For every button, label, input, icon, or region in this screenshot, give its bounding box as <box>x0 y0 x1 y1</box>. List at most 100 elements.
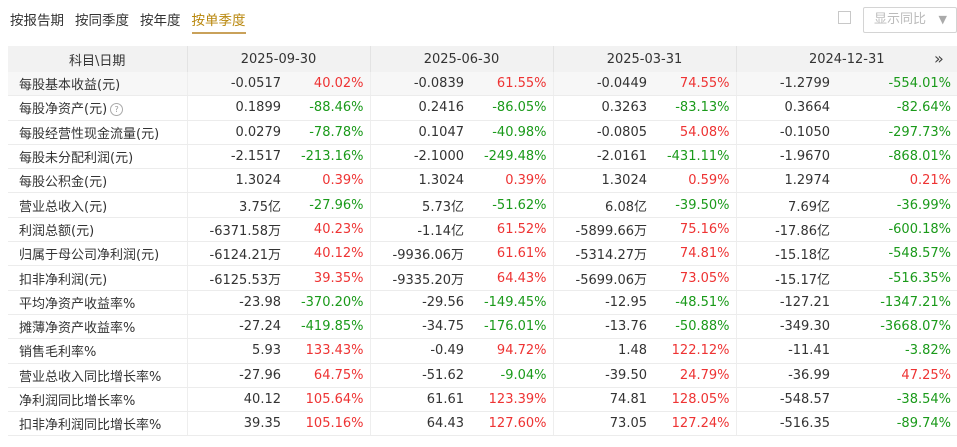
row-label: 归属于母公司净利润(元) <box>8 241 187 267</box>
header-date-4-label: 2024-12-31 <box>808 51 885 67</box>
cell-value: -5899.66万 <box>552 217 651 243</box>
row-label: 每股公积金(元) <box>8 168 187 194</box>
tab-1[interactable]: 按同季度 <box>75 13 129 29</box>
cell-yoy-change: -40.98% <box>468 120 553 145</box>
cell-value: 64.43 <box>369 411 468 437</box>
tab-0[interactable]: 按报告期 <box>10 13 64 29</box>
cell-yoy-change: 122.12% <box>651 338 736 364</box>
cell-yoy-change: -89.74% <box>834 411 957 437</box>
cell-yoy-change: -554.01% <box>834 72 957 97</box>
cell-value: 39.35 <box>186 411 285 437</box>
cell-yoy-change: -83.13% <box>651 95 736 121</box>
yoy-checkbox[interactable] <box>838 11 851 24</box>
help-icon[interactable]: ? <box>110 103 124 117</box>
cell-value: 1.3024 <box>186 168 285 194</box>
row-label-text: 销售毛利率% <box>19 345 97 361</box>
cell-yoy-change: -88.46% <box>285 95 370 121</box>
table-header-row: 科目\日期 2025-09-30 2025-06-30 2025-03-31 2… <box>8 46 957 72</box>
double-chevron-right-icon[interactable]: » <box>934 49 944 68</box>
cell-value: -2.1000 <box>369 144 468 170</box>
cell-value: 40.12 <box>186 387 285 413</box>
cell-yoy-change: 74.55% <box>651 72 736 97</box>
row-label: 每股净资产(元)? <box>8 95 187 121</box>
cell-value: -29.56 <box>369 290 468 315</box>
cell-yoy-change: -82.64% <box>834 95 957 121</box>
row-label-text: 平均净资产收益率% <box>19 296 136 312</box>
cell-yoy-change: -149.45% <box>468 290 553 315</box>
cell-value: -127.21 <box>735 290 834 315</box>
cell-yoy-change: 40.02% <box>285 72 370 97</box>
cell-yoy-change: 0.59% <box>651 168 736 194</box>
cell-yoy-change: -39.50% <box>651 192 736 218</box>
cell-value: -15.18亿 <box>735 241 834 267</box>
cell-value: -349.30 <box>735 314 834 340</box>
table-row: 每股公积金(元) 1.3024 0.39% 1.3024 0.39% 1.3024 0.59… <box>8 168 957 194</box>
row-label: 摊薄净资产收益率% <box>8 314 187 340</box>
cell-yoy-change: -516.35% <box>834 265 957 291</box>
cell-value: 0.1899 <box>186 95 285 121</box>
cell-value: -0.0839 <box>369 72 468 97</box>
tab-3[interactable]: 按单季度 <box>191 9 246 34</box>
cell-yoy-change: -548.57% <box>834 241 957 267</box>
cell-value: -1.14亿 <box>369 217 468 243</box>
cell-value: -0.0805 <box>552 120 651 145</box>
cell-yoy-change: 75.16% <box>651 217 736 243</box>
tab-2[interactable]: 按年度 <box>140 13 181 29</box>
table-row: 每股净资产(元)? 0.1899 -88.46% 0.2416 -86.05% 0.326… <box>8 95 957 121</box>
cell-value: 0.2416 <box>369 95 468 121</box>
cell-yoy-change: 64.75% <box>285 363 370 388</box>
yoy-select-label: 显示同比 <box>874 12 927 27</box>
table-row: 扣非净利润(元) -6125.53万 39.35% -9335.20万 64.43% -5… <box>8 265 957 291</box>
row-label-text: 归属于母公司净利润(元) <box>19 248 160 264</box>
cell-value: -0.0517 <box>186 72 285 97</box>
cell-yoy-change: -176.01% <box>468 314 553 340</box>
cell-value: -15.17亿 <box>735 265 834 291</box>
row-label: 每股基本收益(元) <box>8 72 187 97</box>
cell-yoy-change: -868.01% <box>834 144 957 170</box>
cell-yoy-change: 128.05% <box>651 387 736 413</box>
cell-yoy-change: 0.39% <box>285 168 370 194</box>
cell-value: 3.75亿 <box>186 192 285 218</box>
cell-yoy-change: 133.43% <box>285 338 370 364</box>
cell-value: -51.62 <box>369 363 468 388</box>
row-label: 销售毛利率% <box>8 338 187 364</box>
cell-yoy-change: 24.79% <box>651 363 736 388</box>
table-row: 营业总收入(元) 3.75亿 -27.96% 5.73亿 -51.62% 6.08亿 -39… <box>8 192 957 218</box>
cell-yoy-change: -419.85% <box>285 314 370 340</box>
cell-yoy-change: -370.20% <box>285 290 370 315</box>
cell-yoy-change: -213.16% <box>285 144 370 170</box>
cell-value: 6.08亿 <box>552 192 651 218</box>
row-label-text: 每股净资产(元) <box>19 102 108 118</box>
cell-value: -9936.06万 <box>369 241 468 267</box>
table-row: 每股经营性现金流量(元) 0.0279 -78.78% 0.1047 -40.98% -0… <box>8 120 957 145</box>
cell-value: 1.3024 <box>552 168 651 194</box>
cell-yoy-change: -1347.21% <box>834 290 957 315</box>
row-label-text: 扣非净利润(元) <box>19 272 108 288</box>
cell-value: -6124.21万 <box>186 241 285 267</box>
cell-yoy-change: -38.54% <box>834 387 957 413</box>
cell-yoy-change: 64.43% <box>468 265 553 291</box>
row-label-text: 每股公积金(元) <box>19 175 108 191</box>
cell-value: -516.35 <box>735 411 834 437</box>
table-row: 净利润同比增长率% 40.12 105.64% 61.61 123.39% 74.81 12… <box>8 387 957 413</box>
cell-value: -17.86亿 <box>735 217 834 243</box>
cell-value: -12.95 <box>552 290 651 315</box>
cell-value: -6371.58万 <box>186 217 285 243</box>
cell-value: 0.0279 <box>186 120 285 145</box>
cell-yoy-change: 0.21% <box>834 168 957 194</box>
cell-yoy-change: 54.08% <box>651 120 736 145</box>
cell-yoy-change: -249.48% <box>468 144 553 170</box>
cell-yoy-change: 94.72% <box>468 338 553 364</box>
cell-value: -5314.27万 <box>552 241 651 267</box>
row-label: 扣非净利润同比增长率% <box>8 411 187 437</box>
cell-yoy-change: -9.04% <box>468 363 553 388</box>
cell-yoy-change: -600.18% <box>834 217 957 243</box>
cell-yoy-change: -48.51% <box>651 290 736 315</box>
cell-value: 0.1047 <box>369 120 468 145</box>
header-subject-date: 科目\日期 <box>8 46 187 72</box>
cell-yoy-change: 61.55% <box>468 72 553 97</box>
cell-value: -6125.53万 <box>186 265 285 291</box>
table-body: 每股基本收益(元) -0.0517 40.02% -0.0839 61.55% -0.04… <box>8 72 957 437</box>
cell-value: -2.0161 <box>552 144 651 170</box>
yoy-select[interactable]: 显示同比 ▼ <box>863 7 957 33</box>
